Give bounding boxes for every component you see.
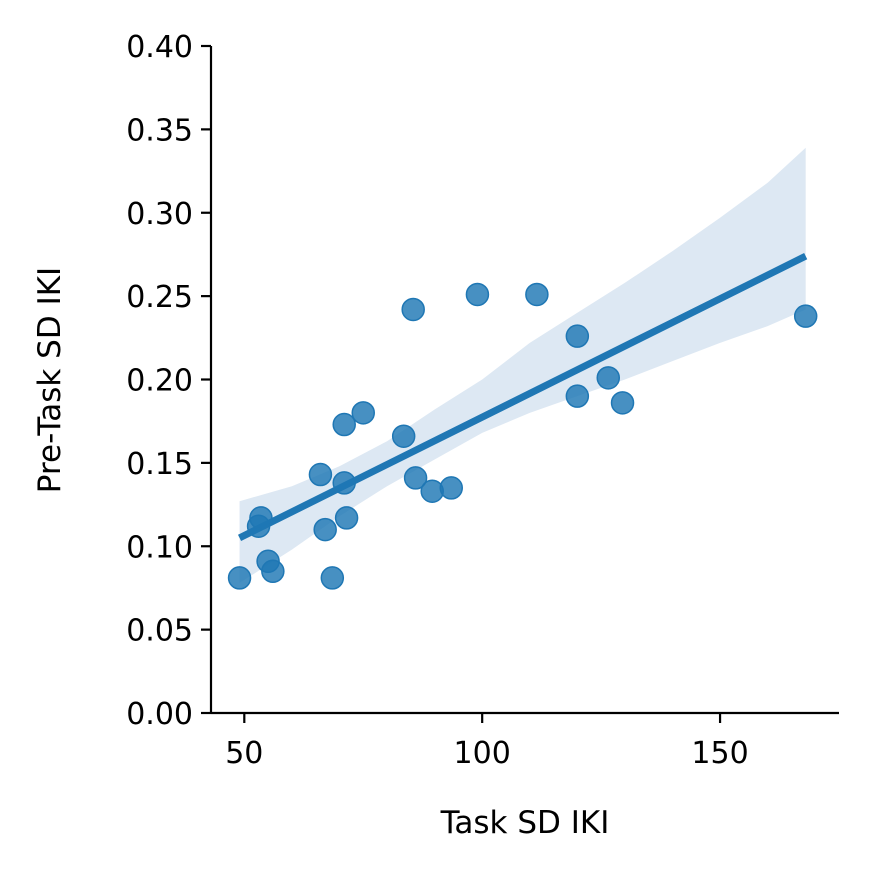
data-point-15 — [403, 466, 428, 490]
regression-line — [237, 252, 808, 542]
y-tick-label: 0.35 — [126, 113, 193, 148]
y-tick-label: 0.20 — [126, 364, 193, 399]
data-point-11 — [334, 506, 359, 530]
data-point-6 — [308, 462, 333, 487]
data-point-14 — [401, 297, 425, 322]
data-point-18 — [465, 282, 490, 307]
x-tick-label: 100 — [454, 736, 511, 771]
y-tick-label: 0.15 — [126, 447, 193, 482]
y-tick-label: 0.00 — [126, 697, 193, 732]
data-point-3 — [249, 506, 273, 530]
regression-line-layer — [237, 252, 808, 542]
data-point-22 — [596, 366, 621, 390]
data-point-1 — [227, 566, 252, 590]
data-point-21 — [565, 384, 590, 408]
data-point-8 — [320, 566, 345, 590]
x-tick-label: 50 — [225, 736, 263, 771]
data-point-20 — [565, 324, 590, 348]
data-point-13 — [391, 424, 416, 448]
data-point-16 — [420, 479, 444, 503]
y-tick-label: 0.40 — [126, 30, 193, 65]
data-points-layer — [227, 282, 818, 590]
y-tick-label: 0.05 — [126, 614, 193, 649]
data-point-12 — [351, 401, 375, 425]
y-tick-label: 0.25 — [126, 280, 193, 315]
data-point-17 — [439, 476, 464, 500]
x-axis-title: Task SD IKI — [440, 805, 610, 841]
data-point-23 — [610, 391, 635, 415]
axes: 0.00 0.05 0.10 0.15 0.20 0.25 0.30 0.35 0.40 50 10… — [126, 30, 839, 771]
data-point-24 — [793, 304, 818, 328]
y-tick-label: 0.30 — [126, 197, 193, 232]
data-point-9 — [332, 471, 356, 495]
data-point-5 — [261, 559, 285, 584]
x-tick-label: 150 — [691, 736, 748, 771]
y-axis-title: Pre-Task SD IKI — [32, 267, 68, 493]
data-point-7 — [313, 517, 337, 542]
confidence-band — [239, 147, 806, 583]
confidence-band-layer — [239, 147, 806, 583]
data-point-10 — [332, 412, 356, 437]
data-point-19 — [525, 282, 549, 307]
y-tick-label: 0.10 — [126, 530, 193, 565]
